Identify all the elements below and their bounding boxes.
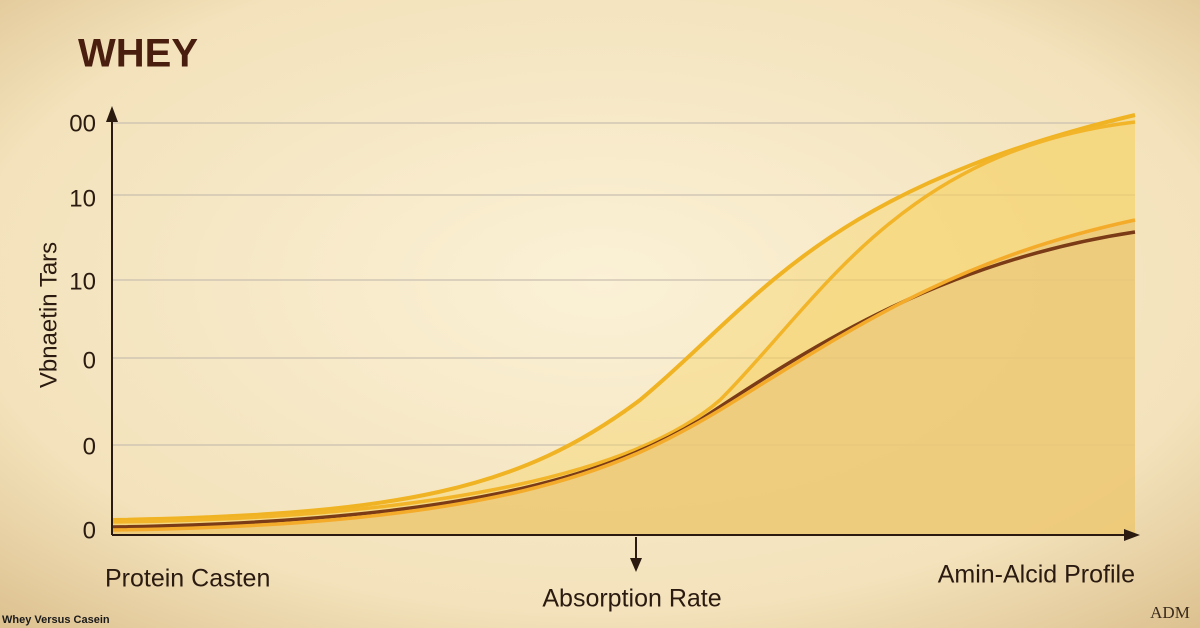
x-label-right: Amin-Alcid Profile [938, 561, 1135, 589]
x-label-center: Absorption Rate [542, 585, 721, 613]
y-tick-label: 10 [69, 185, 96, 212]
y-tick-label: 0 [83, 517, 96, 544]
y-tick-label: 0 [83, 347, 96, 374]
watermark: ADM [1150, 603, 1190, 622]
curves [111, 113, 1136, 535]
axes [106, 106, 1140, 572]
y-tick-labels: 00 10 10 0 0 0 [69, 110, 96, 544]
x-label-left: Protein Casten [105, 565, 270, 593]
y-tick-label: 00 [69, 110, 96, 137]
y-axis-label: Vbnaetin Tars [35, 242, 62, 388]
caption: Whey Versus Casein [2, 614, 110, 626]
title: WHEY [78, 32, 198, 76]
y-tick-label: 0 [83, 433, 96, 460]
y-tick-label: 10 [69, 268, 96, 295]
